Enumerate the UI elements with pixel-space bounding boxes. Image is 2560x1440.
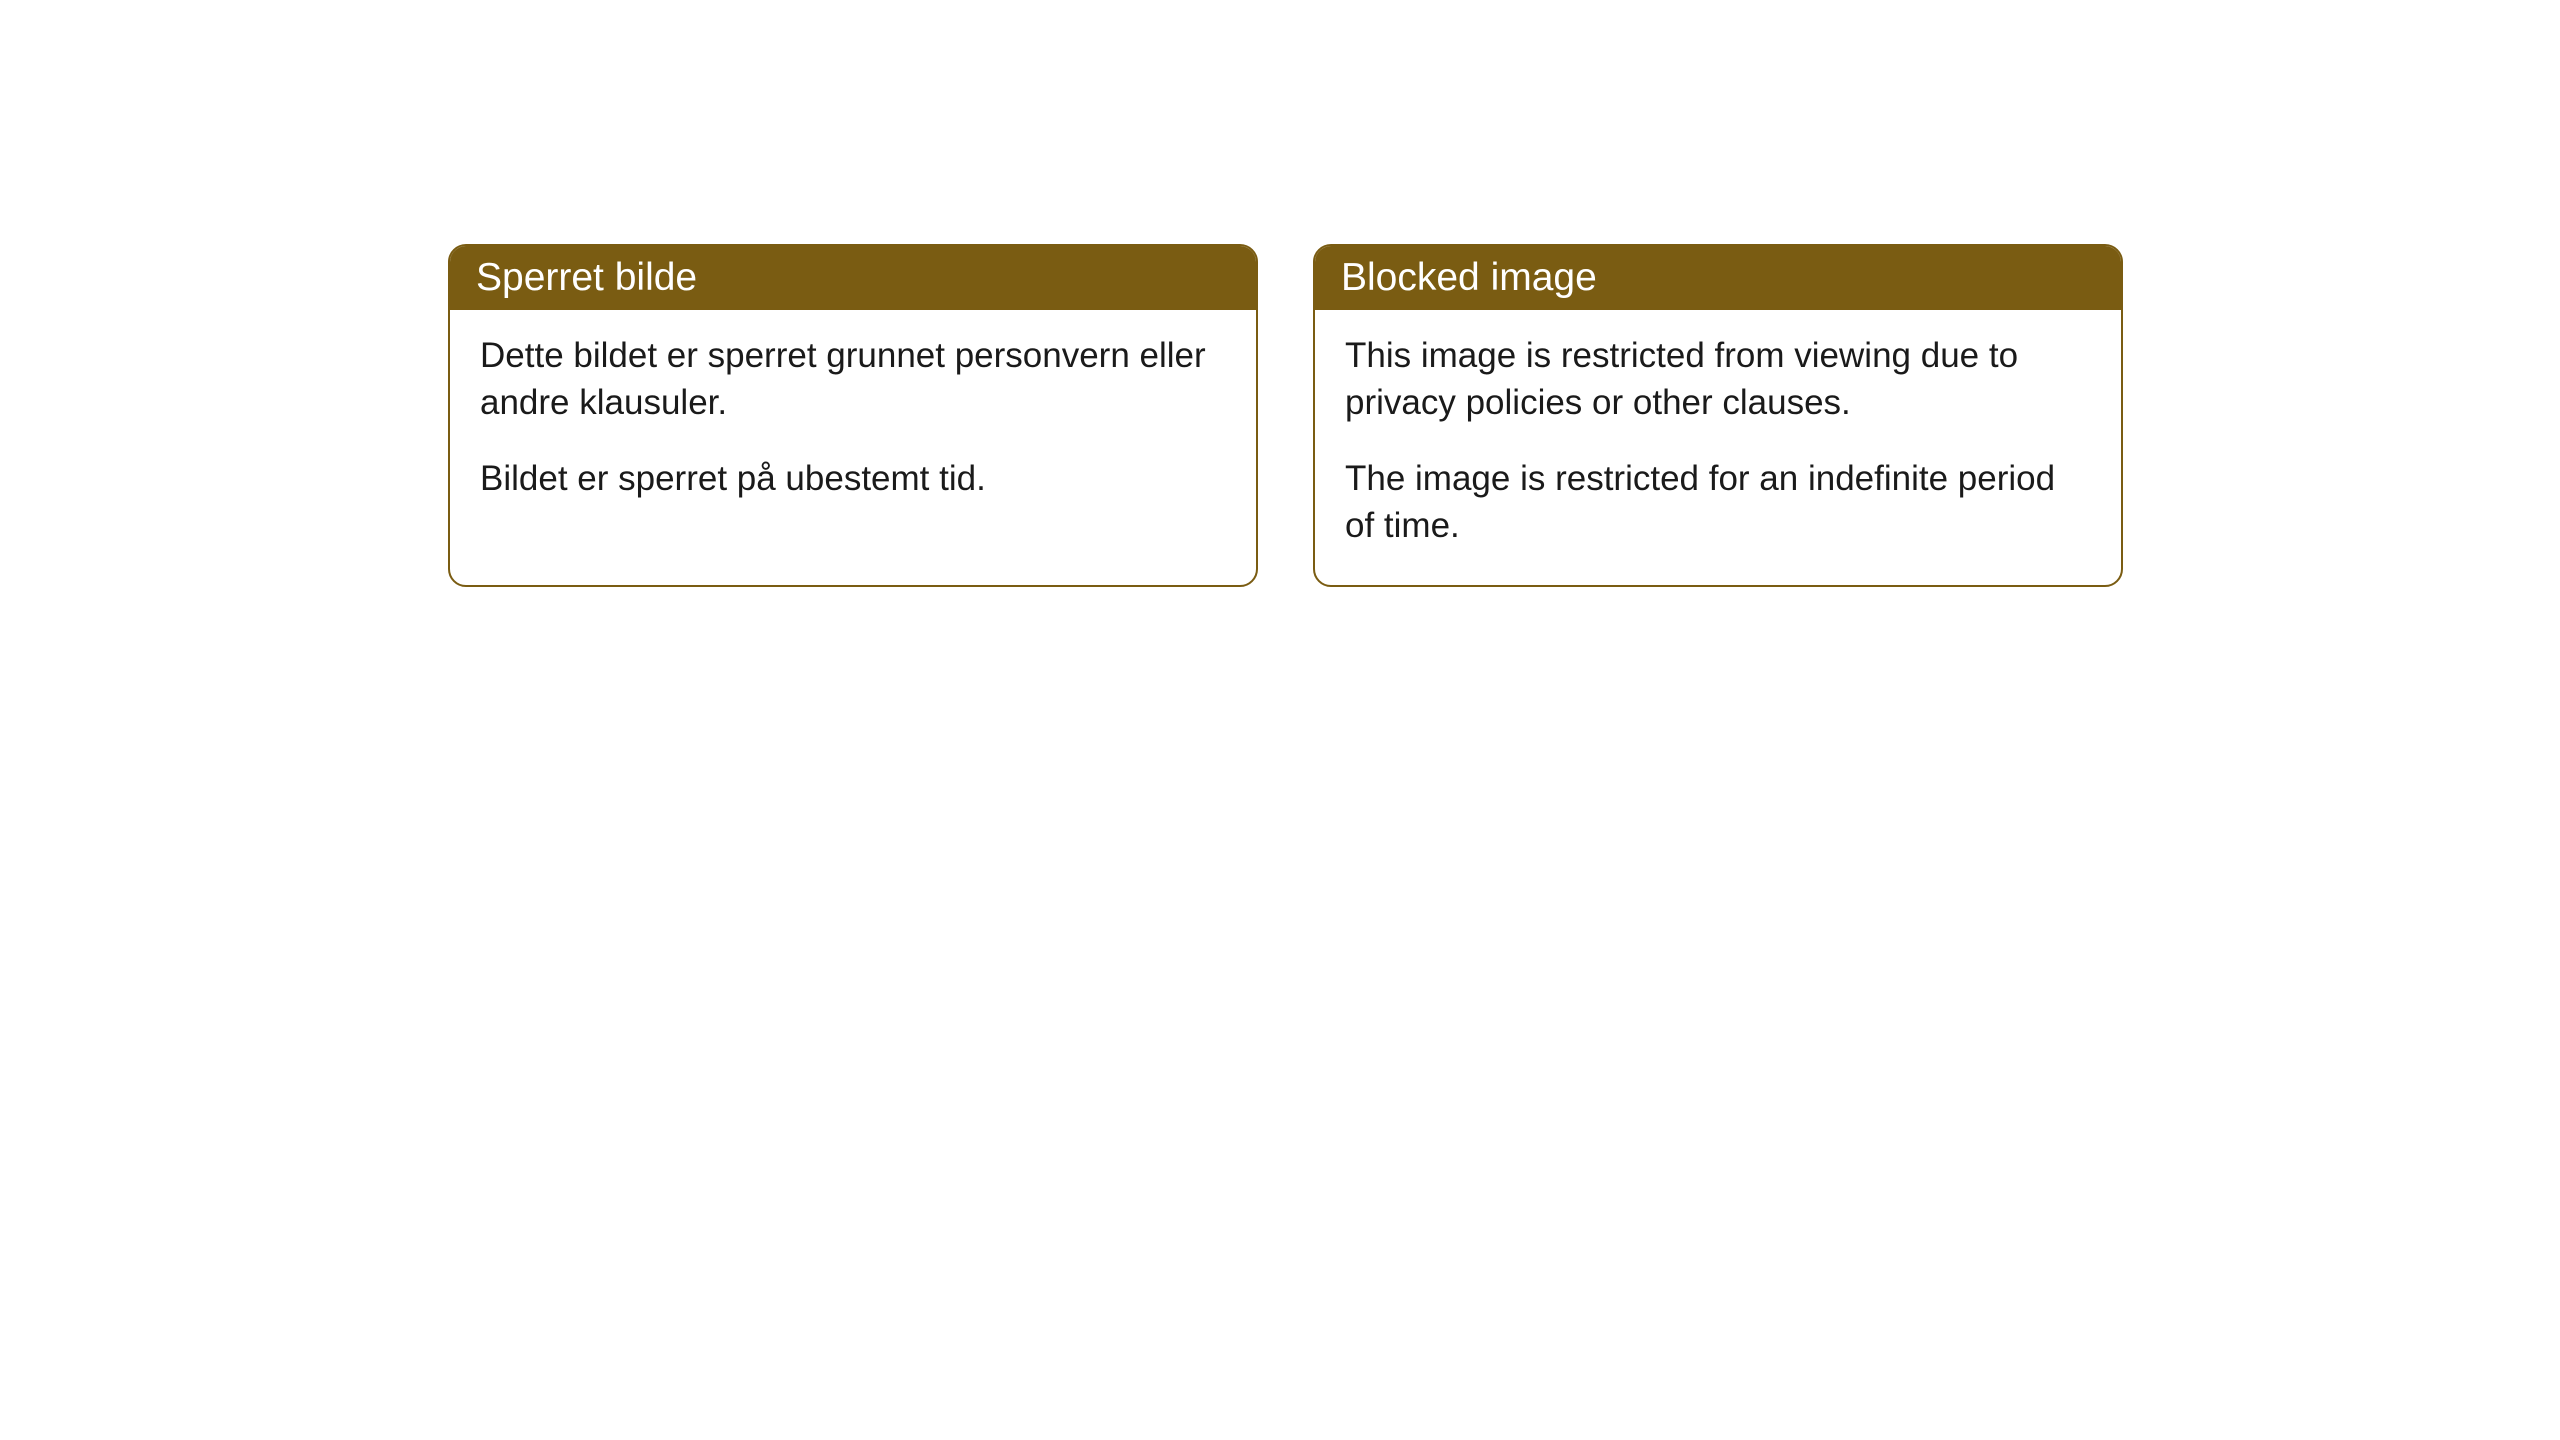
blocked-image-card-english: Blocked image This image is restricted f…	[1313, 244, 2123, 587]
card-paragraph-1: This image is restricted from viewing du…	[1345, 332, 2091, 427]
card-body: Dette bildet er sperret grunnet personve…	[450, 310, 1256, 538]
card-header-title: Sperret bilde	[450, 246, 1256, 310]
card-header-title: Blocked image	[1315, 246, 2121, 310]
blocked-image-card-norwegian: Sperret bilde Dette bildet er sperret gr…	[448, 244, 1258, 587]
card-paragraph-2: The image is restricted for an indefinit…	[1345, 455, 2091, 550]
cards-container: Sperret bilde Dette bildet er sperret gr…	[0, 0, 2560, 587]
card-paragraph-1: Dette bildet er sperret grunnet personve…	[480, 332, 1226, 427]
card-body: This image is restricted from viewing du…	[1315, 310, 2121, 585]
card-paragraph-2: Bildet er sperret på ubestemt tid.	[480, 455, 1226, 502]
